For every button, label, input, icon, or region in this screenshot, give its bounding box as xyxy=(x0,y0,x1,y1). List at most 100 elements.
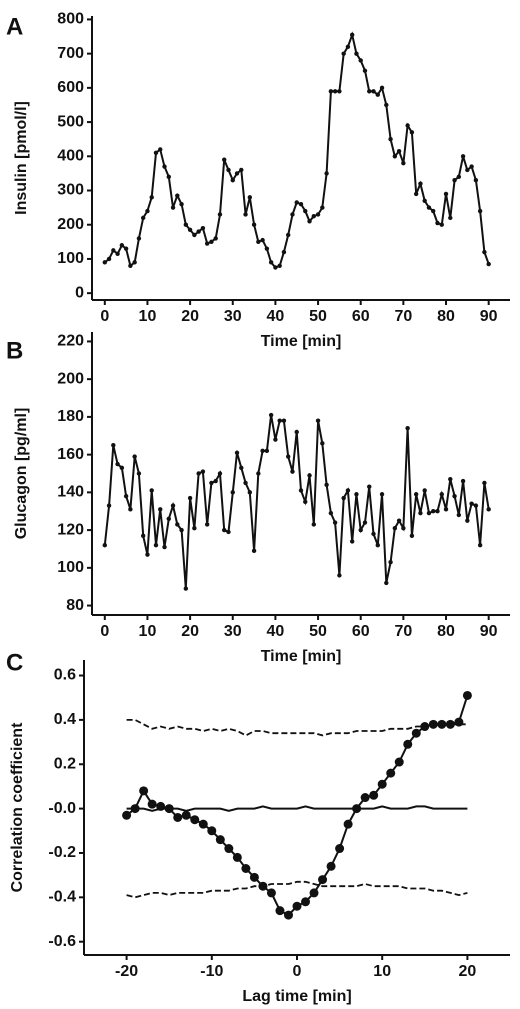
data-point xyxy=(460,154,466,159)
data-point xyxy=(239,167,244,173)
x-tick-label: 20 xyxy=(459,963,477,980)
data-point xyxy=(375,542,380,548)
data-point xyxy=(187,227,193,233)
data-point xyxy=(426,510,432,516)
data-point xyxy=(292,901,302,911)
data-point xyxy=(234,171,240,176)
x-tick-label: 10 xyxy=(139,623,157,640)
data-point xyxy=(230,178,235,183)
data-point xyxy=(224,844,234,854)
data-point xyxy=(111,443,116,448)
data-point xyxy=(243,480,248,486)
data-point xyxy=(435,220,440,226)
x-tick-label: 10 xyxy=(373,963,391,980)
data-point xyxy=(149,195,154,200)
y-tick-label: 600 xyxy=(57,79,84,96)
x-tick-label: 70 xyxy=(394,308,412,325)
data-line xyxy=(103,414,490,589)
data-point xyxy=(179,201,184,207)
data-point xyxy=(294,429,299,435)
y-axis-label: Correlation coefficient xyxy=(9,722,26,892)
data-point xyxy=(132,260,137,265)
x-tick-label: 0 xyxy=(100,623,109,640)
data-point xyxy=(337,573,342,578)
data-point xyxy=(140,215,146,221)
data-point xyxy=(256,239,261,245)
data-point xyxy=(431,208,436,214)
data-point xyxy=(106,503,112,508)
data-point xyxy=(418,181,423,186)
data-point xyxy=(362,520,368,525)
panel-label: A xyxy=(6,13,23,40)
data-point xyxy=(260,237,265,243)
data-point xyxy=(145,208,150,214)
data-point xyxy=(204,241,210,246)
data-point xyxy=(405,426,410,431)
data-point xyxy=(443,507,449,512)
data-point xyxy=(452,493,457,499)
data-point xyxy=(286,454,291,459)
data-point xyxy=(173,812,183,822)
data-point xyxy=(115,461,120,467)
data-point xyxy=(170,503,176,508)
data-point xyxy=(256,471,261,476)
x-axis-label: Time [min] xyxy=(261,648,342,665)
data-point xyxy=(469,164,474,169)
data-point xyxy=(217,471,223,476)
data-point xyxy=(232,852,242,862)
data-point xyxy=(230,490,235,495)
data-point xyxy=(358,527,363,533)
data-point xyxy=(401,526,406,531)
data-point xyxy=(268,260,274,265)
data-point xyxy=(409,533,415,538)
data-point xyxy=(405,123,410,128)
data-point xyxy=(341,51,346,56)
y-tick-label: 400 xyxy=(57,148,84,165)
data-point xyxy=(328,89,334,94)
data-point xyxy=(175,193,180,198)
data-point xyxy=(128,263,133,268)
data-point xyxy=(454,717,464,727)
data-point xyxy=(196,471,201,476)
data-point xyxy=(369,790,379,800)
data-point xyxy=(413,492,419,497)
data-point xyxy=(439,222,444,227)
x-tick-label: 30 xyxy=(224,308,242,325)
data-point xyxy=(119,465,125,471)
data-point xyxy=(482,480,487,486)
data-point xyxy=(301,897,311,907)
data-line xyxy=(126,719,468,737)
x-tick-label: 80 xyxy=(437,623,455,640)
y-tick-label: 200 xyxy=(57,370,84,387)
y-tick-label: 220 xyxy=(57,333,84,350)
data-point xyxy=(465,167,470,173)
data-point xyxy=(460,478,466,484)
data-point xyxy=(290,469,295,474)
data-point xyxy=(456,512,462,518)
data-point xyxy=(337,89,342,94)
data-point xyxy=(403,739,413,749)
data-point xyxy=(115,251,120,257)
y-tick-label: 100 xyxy=(57,559,84,576)
data-point xyxy=(303,499,308,504)
y-axis-label: Insulin [pmol/l] xyxy=(13,101,30,215)
data-point xyxy=(343,819,353,829)
y-tick-label: 0.2 xyxy=(54,755,76,772)
data-point xyxy=(264,448,270,454)
data-point xyxy=(462,690,472,700)
data-point xyxy=(315,212,321,217)
y-tick-label: 300 xyxy=(57,182,84,199)
y-tick-label: 500 xyxy=(57,113,84,130)
data-point xyxy=(162,164,167,169)
data-point xyxy=(273,265,278,270)
data-point xyxy=(239,465,244,471)
data-point xyxy=(158,507,163,512)
data-point xyxy=(371,89,376,94)
data-point xyxy=(367,484,372,489)
data-point xyxy=(335,844,345,854)
x-tick-label: 20 xyxy=(181,623,199,640)
y-tick-label: 180 xyxy=(57,408,84,425)
data-line xyxy=(126,805,468,812)
data-point xyxy=(473,178,479,183)
data-point xyxy=(136,471,142,476)
